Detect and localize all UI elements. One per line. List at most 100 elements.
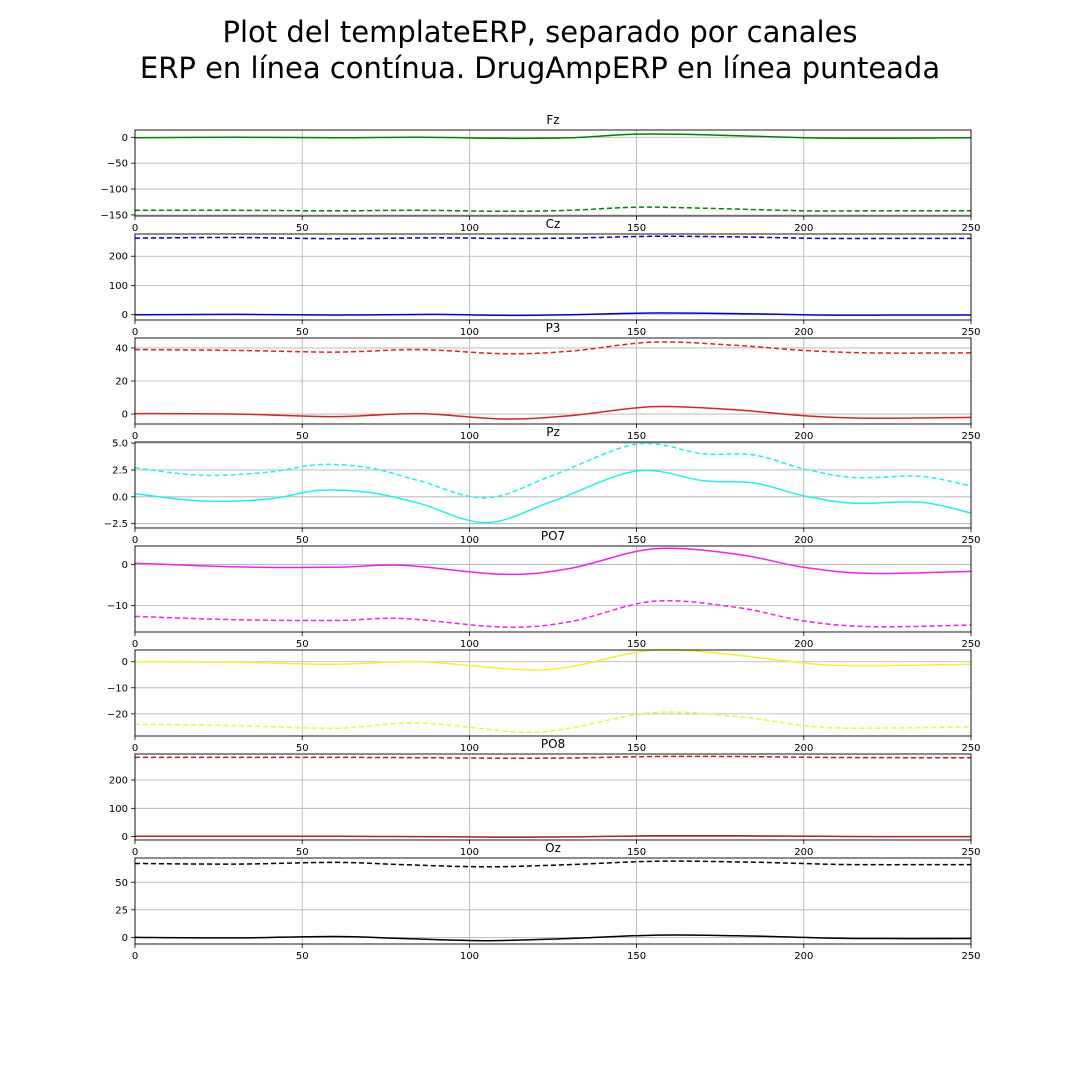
solid-series-line xyxy=(134,312,971,317)
x-tick-label: 150 xyxy=(627,535,646,546)
y-tick-label: 5.0 xyxy=(112,439,128,450)
x-tick-label: 150 xyxy=(627,743,646,754)
x-tick-label: 150 xyxy=(627,639,646,650)
x-tick-label: 200 xyxy=(794,639,813,650)
subplot-title: Pz xyxy=(546,425,560,439)
axes-frame xyxy=(134,753,972,841)
y-tick-label: 0 xyxy=(122,560,128,571)
x-tick-label: 250 xyxy=(961,327,980,338)
y-tick-label: −10 xyxy=(107,601,128,612)
subplot-title: Fz xyxy=(546,113,559,127)
y-tick-label: 200 xyxy=(109,776,128,787)
y-tick-label: 20 xyxy=(115,377,128,388)
subplot-pz: 0 50 100 150 200 250 5.0 2.5 0.0 −2.5 Pz xyxy=(104,425,981,546)
y-tick-label: 0 xyxy=(122,832,128,843)
y-tick-label: −10 xyxy=(107,683,128,694)
y-tick-label: 0 xyxy=(122,410,128,421)
y-tick-label: 0 xyxy=(122,933,128,944)
y-tick-label: 200 xyxy=(109,252,128,263)
dashed-series-line xyxy=(134,341,972,355)
y-tick-label: 50 xyxy=(115,878,128,889)
x-tick-label: 200 xyxy=(794,327,813,338)
solid-series-line xyxy=(134,133,972,140)
solid-series-line xyxy=(134,934,972,942)
figure-title: Plot del templateERP, separado por canal… xyxy=(0,14,1080,86)
x-tick-label: 150 xyxy=(627,951,646,962)
x-tick-label: 0 xyxy=(132,847,138,858)
x-tick-label: 50 xyxy=(296,535,309,546)
subplot-po8: 0 50 100 150 200 250 0 100 200 PO8 xyxy=(109,737,981,858)
x-tick-label: 100 xyxy=(460,639,479,650)
x-tick-label: 200 xyxy=(794,951,813,962)
solid-series-line xyxy=(134,405,972,420)
subplot-p3: 0 50 100 150 200 250 0 20 40 P3 xyxy=(115,321,980,442)
y-tick-label: 0 xyxy=(122,310,128,321)
x-tick-label: 100 xyxy=(460,431,479,442)
x-tick-label: 200 xyxy=(794,743,813,754)
solid-series-line xyxy=(134,469,972,524)
subplot-title: PO7 xyxy=(541,529,565,543)
figure-title-line-1: Plot del templateERP, separado por canal… xyxy=(222,15,858,49)
x-tick-label: 0 xyxy=(132,431,138,442)
x-tick-label: 50 xyxy=(296,327,309,338)
x-tick-label: 250 xyxy=(961,431,980,442)
y-tick-label: 100 xyxy=(109,281,128,292)
axes-frame xyxy=(134,233,972,321)
y-tick-label: 0 xyxy=(122,133,128,144)
axes-frame xyxy=(134,649,972,737)
x-tick-label: 50 xyxy=(296,951,309,962)
x-tick-label: 200 xyxy=(794,535,813,546)
y-tick-label: 40 xyxy=(115,343,128,354)
y-tick-label: −2.5 xyxy=(104,519,128,530)
y-tick-label: −150 xyxy=(101,210,128,221)
x-tick-label: 0 xyxy=(132,223,138,234)
y-tick-label: 0 xyxy=(122,657,128,668)
x-tick-label: 0 xyxy=(132,951,138,962)
subplot-po7: 0 50 100 150 200 250 0 −10 PO7 xyxy=(107,529,981,650)
x-tick-label: 200 xyxy=(794,223,813,234)
axes-frame xyxy=(134,441,972,529)
x-tick-label: 50 xyxy=(296,431,309,442)
dashed-series-line xyxy=(134,860,972,868)
solid-series-line xyxy=(134,648,972,671)
dashed-series-line xyxy=(134,206,971,213)
y-tick-label: −50 xyxy=(107,159,128,170)
solid-series-line xyxy=(134,547,972,576)
x-tick-label: 100 xyxy=(460,535,479,546)
x-tick-label: 200 xyxy=(794,847,813,858)
x-tick-label: 150 xyxy=(627,327,646,338)
x-tick-label: 0 xyxy=(132,535,138,546)
subplot-oz: 0 50 100 150 200 250 0 25 50 Oz xyxy=(115,841,980,962)
dashed-series-line xyxy=(134,755,971,759)
y-tick-label: −100 xyxy=(101,185,128,196)
x-tick-label: 50 xyxy=(296,639,309,650)
x-tick-label: 100 xyxy=(460,847,479,858)
y-tick-label: 100 xyxy=(109,804,128,815)
subplot-title: P3 xyxy=(546,321,561,335)
x-tick-label: 250 xyxy=(961,535,980,546)
subplot-cz: 0 50 100 150 200 250 0 100 200 Cz xyxy=(109,217,981,338)
axes-frame xyxy=(134,129,972,217)
subplot-title: PO8 xyxy=(541,737,565,751)
axes-frame xyxy=(134,857,972,945)
y-tick-label: −20 xyxy=(107,709,128,720)
dashed-series-line xyxy=(134,235,971,240)
dashed-series-line xyxy=(134,442,972,499)
y-tick-label: 25 xyxy=(115,905,128,916)
y-tick-label: 2.5 xyxy=(112,465,128,476)
solid-series-line xyxy=(134,834,972,838)
x-tick-label: 250 xyxy=(961,951,980,962)
x-tick-label: 100 xyxy=(460,951,479,962)
figure-title-line-2: ERP en línea contínua. DrugAmpERP en lín… xyxy=(139,51,941,85)
x-tick-label: 250 xyxy=(961,743,980,754)
x-tick-label: 100 xyxy=(460,743,479,754)
x-tick-label: 100 xyxy=(460,327,479,338)
subplot-fz: 0 50 100 150 200 250 0 −50 −100 −150 Fz xyxy=(101,113,981,234)
x-tick-label: 50 xyxy=(296,847,309,858)
subplot-title: Oz xyxy=(545,841,561,855)
subplot-title: Cz xyxy=(546,217,561,231)
x-tick-label: 100 xyxy=(460,223,479,234)
x-tick-label: 250 xyxy=(961,847,980,858)
axes-frame xyxy=(134,545,972,633)
